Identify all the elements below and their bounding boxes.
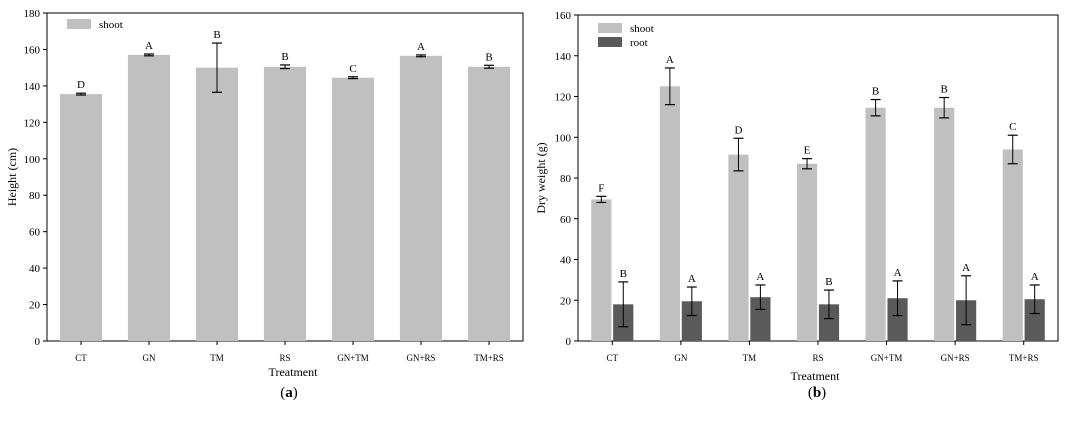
- bar-root: [887, 298, 908, 341]
- significance-letter: D: [734, 124, 742, 136]
- x-tick-label: GN: [143, 353, 156, 363]
- legend-label-root: root: [630, 37, 648, 49]
- significance-letter: B: [620, 268, 627, 280]
- chart-panel-1: 0 20 40 60 80 100 120 140 160 180 CT GN TM RS GN+TM GN+…: [5, 8, 524, 401]
- bar-shoot: [934, 107, 955, 341]
- bar-shoot: [331, 77, 375, 341]
- significance-letter: D: [77, 79, 85, 91]
- bar-root: [681, 301, 702, 341]
- significance-letter: A: [894, 267, 902, 279]
- bar-root: [818, 304, 840, 341]
- significance-letter: A: [145, 40, 153, 52]
- y-tick-label: 120: [555, 92, 572, 104]
- significance-letter: A: [666, 54, 674, 66]
- significance-letter: A: [1031, 271, 1039, 283]
- y-tick-label: 0: [566, 336, 572, 348]
- x-tick-label: TM: [210, 353, 224, 363]
- significance-letter: B: [825, 276, 832, 288]
- plot-frame: [577, 14, 1059, 342]
- y-tick-label: 140: [555, 51, 572, 63]
- y-tick-label: 140: [24, 81, 41, 93]
- bar-shoot: [865, 107, 886, 341]
- y-tick-label: 60: [29, 227, 41, 239]
- bar-shoot: [1002, 149, 1023, 341]
- y-tick-label: 160: [555, 10, 572, 22]
- y-tick-label: 40: [560, 255, 572, 267]
- significance-letter: B: [485, 51, 492, 63]
- bar-shoot: [659, 86, 680, 341]
- x-tick-label: GN: [674, 353, 687, 363]
- x-tick-label: GN+RS: [406, 353, 435, 363]
- y-tick-label: 20: [560, 295, 572, 307]
- significance-letter: B: [281, 51, 288, 63]
- x-tick-label: TM+RS: [474, 353, 504, 363]
- significance-letter: C: [349, 63, 356, 75]
- legend-swatch-shoot: [67, 19, 91, 29]
- bar-shoot: [591, 199, 612, 341]
- x-tick-label: TM+RS: [1009, 353, 1039, 363]
- significance-letter: A: [688, 273, 696, 285]
- significance-letter: E: [804, 145, 811, 157]
- x-tick-label: CT: [75, 353, 87, 363]
- significance-letter: B: [940, 84, 947, 96]
- bar-shoot: [728, 154, 749, 341]
- significance-letter: A: [756, 271, 764, 283]
- bar-shoot: [263, 66, 307, 341]
- legend-label-shoot: shoot: [99, 19, 123, 31]
- legend-swatch-root: [598, 37, 622, 47]
- y-tick-label: 20: [29, 300, 41, 312]
- x-tick-label: GN+TM: [871, 353, 903, 363]
- x-axis-title: Treatment: [269, 365, 319, 379]
- x-tick-label: RS: [279, 353, 290, 363]
- x-tick-label: RS: [812, 353, 823, 363]
- y-tick-label: 180: [24, 8, 41, 20]
- x-tick-label: CT: [607, 353, 619, 363]
- bar-shoot: [467, 66, 511, 341]
- bar-root: [1024, 299, 1045, 341]
- bar-root: [750, 297, 771, 341]
- legend-swatch-shoot: [598, 23, 622, 33]
- y-tick-label: 40: [29, 263, 41, 275]
- y-axis-title: Height (cm): [5, 148, 19, 206]
- significance-letter: C: [1009, 121, 1016, 133]
- bar-shoot: [195, 67, 239, 342]
- y-tick-label: 160: [24, 44, 41, 56]
- x-tick-label: TM: [743, 353, 757, 363]
- y-tick-label: 100: [24, 154, 41, 166]
- bar-shoot: [59, 94, 103, 341]
- significance-letter: B: [872, 86, 879, 98]
- y-tick-label: 120: [24, 117, 41, 129]
- y-tick-label: 0: [35, 336, 41, 348]
- bar-shoot: [127, 54, 171, 342]
- y-tick-label: 60: [560, 214, 572, 226]
- significance-letter: A: [417, 41, 425, 53]
- chart-panel-2: 0 20 40 60 80 100 120 140 160 CT GN TM RS GN+TM GN+RS T…: [534, 10, 1059, 401]
- x-axis-title: Treatment: [791, 369, 841, 383]
- significance-letter: A: [962, 262, 970, 274]
- bar-shoot: [399, 55, 443, 341]
- bar-shoot: [796, 163, 818, 341]
- significance-letter: B: [213, 29, 220, 41]
- y-tick-label: 100: [555, 132, 572, 144]
- legend-label-shoot: shoot: [630, 23, 654, 35]
- x-tick-label: GN+RS: [941, 353, 970, 363]
- y-axis-title: Dry weight (g): [534, 142, 548, 213]
- panel-label: (b): [808, 385, 826, 401]
- x-tick-label: GN+TM: [337, 353, 369, 363]
- y-tick-label: 80: [560, 173, 572, 185]
- panel-label: (a): [280, 385, 298, 401]
- y-tick-label: 80: [29, 190, 41, 202]
- significance-letter: F: [598, 182, 604, 194]
